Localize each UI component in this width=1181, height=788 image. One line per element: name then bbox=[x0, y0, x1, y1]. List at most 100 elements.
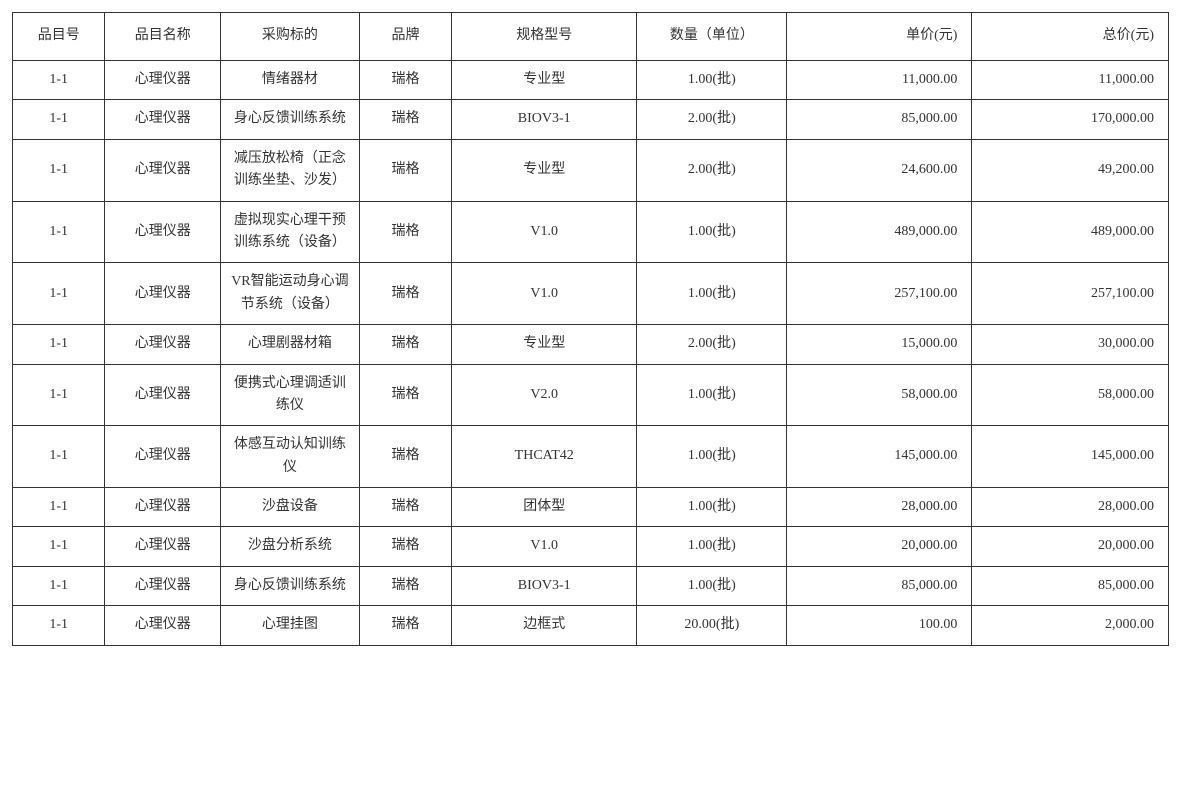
header-item-name: 品目名称 bbox=[105, 13, 221, 61]
cell-item_id: 1-1 bbox=[13, 426, 105, 488]
cell-quantity: 1.00(批) bbox=[637, 426, 787, 488]
header-unit-price: 单价(元) bbox=[787, 13, 972, 61]
cell-unit_price: 257,100.00 bbox=[787, 263, 972, 325]
cell-purchase_target: 情绪器材 bbox=[221, 61, 360, 100]
cell-unit_price: 20,000.00 bbox=[787, 527, 972, 566]
cell-total_price: 85,000.00 bbox=[972, 566, 1169, 605]
cell-total_price: 257,100.00 bbox=[972, 263, 1169, 325]
cell-unit_price: 28,000.00 bbox=[787, 488, 972, 527]
cell-quantity: 2.00(批) bbox=[637, 139, 787, 201]
cell-brand: 瑞格 bbox=[359, 201, 451, 263]
cell-purchase_target: 便携式心理调适训 练仪 bbox=[221, 364, 360, 426]
cell-quantity: 1.00(批) bbox=[637, 488, 787, 527]
cell-quantity: 1.00(批) bbox=[637, 201, 787, 263]
cell-item_name: 心理仪器 bbox=[105, 488, 221, 527]
cell-item_id: 1-1 bbox=[13, 263, 105, 325]
cell-item_name: 心理仪器 bbox=[105, 61, 221, 100]
table-row: 1-1心理仪器身心反馈训练系统瑞格BIOV3-12.00(批)85,000.00… bbox=[13, 100, 1169, 139]
cell-item_id: 1-1 bbox=[13, 566, 105, 605]
cell-brand: 瑞格 bbox=[359, 263, 451, 325]
table-row: 1-1心理仪器身心反馈训练系统瑞格BIOV3-11.00(批)85,000.00… bbox=[13, 566, 1169, 605]
cell-unit_price: 24,600.00 bbox=[787, 139, 972, 201]
table-row: 1-1心理仪器沙盘分析系统瑞格V1.01.00(批)20,000.0020,00… bbox=[13, 527, 1169, 566]
cell-unit_price: 100.00 bbox=[787, 606, 972, 645]
cell-quantity: 2.00(批) bbox=[637, 100, 787, 139]
cell-unit_price: 489,000.00 bbox=[787, 201, 972, 263]
cell-model: V1.0 bbox=[452, 201, 637, 263]
cell-purchase_target: VR智能运动身心调 节系统（设备） bbox=[221, 263, 360, 325]
cell-model: V2.0 bbox=[452, 364, 637, 426]
cell-brand: 瑞格 bbox=[359, 426, 451, 488]
cell-unit_price: 85,000.00 bbox=[787, 566, 972, 605]
cell-unit_price: 11,000.00 bbox=[787, 61, 972, 100]
cell-quantity: 2.00(批) bbox=[637, 325, 787, 364]
cell-model: 边框式 bbox=[452, 606, 637, 645]
cell-brand: 瑞格 bbox=[359, 139, 451, 201]
header-total-price: 总价(元) bbox=[972, 13, 1169, 61]
cell-brand: 瑞格 bbox=[359, 566, 451, 605]
cell-model: 专业型 bbox=[452, 139, 637, 201]
cell-item_id: 1-1 bbox=[13, 139, 105, 201]
cell-total_price: 30,000.00 bbox=[972, 325, 1169, 364]
cell-total_price: 2,000.00 bbox=[972, 606, 1169, 645]
cell-unit_price: 58,000.00 bbox=[787, 364, 972, 426]
cell-item_name: 心理仪器 bbox=[105, 100, 221, 139]
cell-quantity: 1.00(批) bbox=[637, 364, 787, 426]
table-row: 1-1心理仪器情绪器材瑞格专业型1.00(批)11,000.0011,000.0… bbox=[13, 61, 1169, 100]
table-header: 品目号 品目名称 采购标的 品牌 规格型号 数量（单位） 单价(元) 总价(元) bbox=[13, 13, 1169, 61]
cell-item_name: 心理仪器 bbox=[105, 364, 221, 426]
cell-item_name: 心理仪器 bbox=[105, 527, 221, 566]
cell-unit_price: 15,000.00 bbox=[787, 325, 972, 364]
cell-item_id: 1-1 bbox=[13, 61, 105, 100]
cell-total_price: 20,000.00 bbox=[972, 527, 1169, 566]
cell-item_id: 1-1 bbox=[13, 488, 105, 527]
cell-model: 专业型 bbox=[452, 61, 637, 100]
header-row: 品目号 品目名称 采购标的 品牌 规格型号 数量（单位） 单价(元) 总价(元) bbox=[13, 13, 1169, 61]
cell-purchase_target: 沙盘设备 bbox=[221, 488, 360, 527]
cell-quantity: 20.00(批) bbox=[637, 606, 787, 645]
table-row: 1-1心理仪器心理剧器材箱瑞格专业型2.00(批)15,000.0030,000… bbox=[13, 325, 1169, 364]
cell-brand: 瑞格 bbox=[359, 325, 451, 364]
header-purchase-target: 采购标的 bbox=[221, 13, 360, 61]
cell-item_id: 1-1 bbox=[13, 201, 105, 263]
cell-purchase_target: 虚拟现实心理干预 训练系统（设备） bbox=[221, 201, 360, 263]
cell-total_price: 49,200.00 bbox=[972, 139, 1169, 201]
cell-quantity: 1.00(批) bbox=[637, 566, 787, 605]
cell-item_name: 心理仪器 bbox=[105, 263, 221, 325]
cell-total_price: 145,000.00 bbox=[972, 426, 1169, 488]
cell-item_name: 心理仪器 bbox=[105, 325, 221, 364]
cell-item_name: 心理仪器 bbox=[105, 606, 221, 645]
cell-model: THCAT42 bbox=[452, 426, 637, 488]
cell-model: 团体型 bbox=[452, 488, 637, 527]
cell-item_id: 1-1 bbox=[13, 325, 105, 364]
table-body: 1-1心理仪器情绪器材瑞格专业型1.00(批)11,000.0011,000.0… bbox=[13, 61, 1169, 646]
cell-purchase_target: 心理剧器材箱 bbox=[221, 325, 360, 364]
cell-total_price: 28,000.00 bbox=[972, 488, 1169, 527]
cell-brand: 瑞格 bbox=[359, 61, 451, 100]
cell-total_price: 11,000.00 bbox=[972, 61, 1169, 100]
cell-purchase_target: 减压放松椅（正念 训练坐垫、沙发） bbox=[221, 139, 360, 201]
table-row: 1-1心理仪器减压放松椅（正念 训练坐垫、沙发）瑞格专业型2.00(批)24,6… bbox=[13, 139, 1169, 201]
header-item-id: 品目号 bbox=[13, 13, 105, 61]
cell-brand: 瑞格 bbox=[359, 100, 451, 139]
cell-quantity: 1.00(批) bbox=[637, 527, 787, 566]
cell-unit_price: 85,000.00 bbox=[787, 100, 972, 139]
cell-purchase_target: 沙盘分析系统 bbox=[221, 527, 360, 566]
header-model: 规格型号 bbox=[452, 13, 637, 61]
cell-purchase_target: 身心反馈训练系统 bbox=[221, 100, 360, 139]
cell-model: V1.0 bbox=[452, 263, 637, 325]
cell-total_price: 170,000.00 bbox=[972, 100, 1169, 139]
cell-quantity: 1.00(批) bbox=[637, 61, 787, 100]
cell-item_id: 1-1 bbox=[13, 527, 105, 566]
cell-model: BIOV3-1 bbox=[452, 100, 637, 139]
cell-total_price: 489,000.00 bbox=[972, 201, 1169, 263]
cell-brand: 瑞格 bbox=[359, 488, 451, 527]
cell-item_name: 心理仪器 bbox=[105, 201, 221, 263]
cell-brand: 瑞格 bbox=[359, 364, 451, 426]
cell-purchase_target: 体感互动认知训练 仪 bbox=[221, 426, 360, 488]
cell-item_id: 1-1 bbox=[13, 100, 105, 139]
header-brand: 品牌 bbox=[359, 13, 451, 61]
cell-purchase_target: 心理挂图 bbox=[221, 606, 360, 645]
cell-purchase_target: 身心反馈训练系统 bbox=[221, 566, 360, 605]
cell-unit_price: 145,000.00 bbox=[787, 426, 972, 488]
